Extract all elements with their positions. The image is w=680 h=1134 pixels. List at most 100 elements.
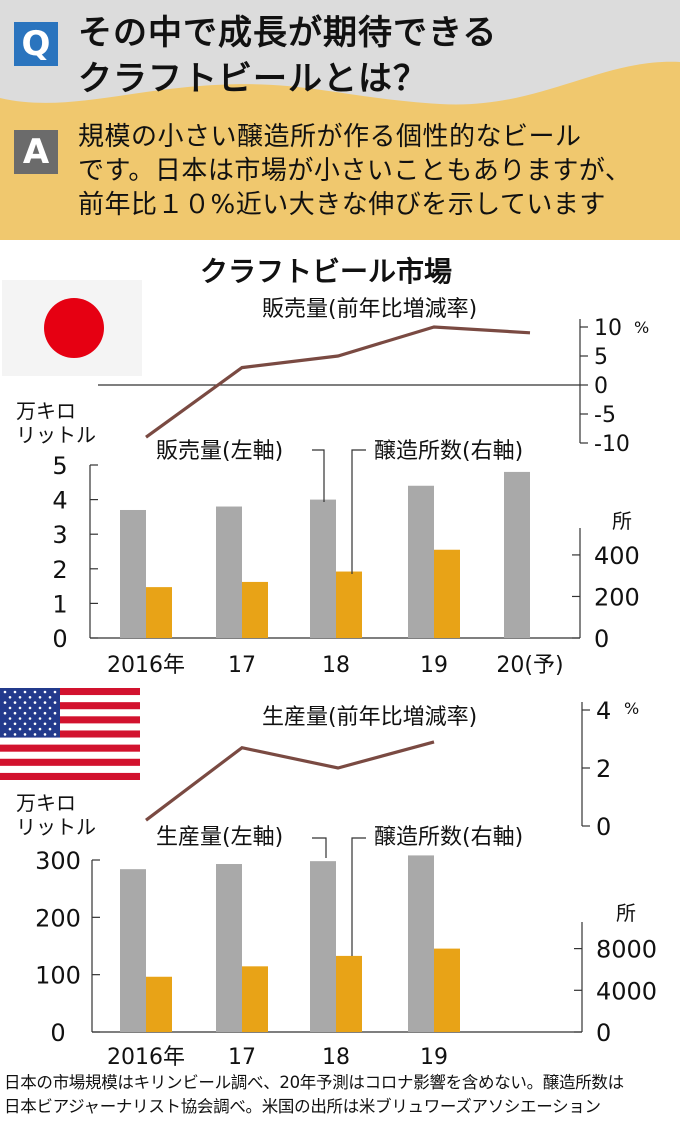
japan-sales-bar <box>408 485 434 638</box>
us-flag-star <box>3 722 7 726</box>
japan-legend-sales: 販売量(左軸) <box>156 439 283 464</box>
us-flag-icon <box>0 688 140 780</box>
us-right-tick-label: 0 <box>596 1019 611 1047</box>
us-flag-stripe <box>0 751 140 760</box>
us-flag-star <box>13 733 17 736</box>
us-flag-stripe <box>0 723 140 731</box>
us-production-bar <box>408 855 434 1032</box>
us-flag-star <box>33 701 37 704</box>
japan-brewery-bar <box>336 571 362 638</box>
japan-left-axis-label: 万キロリットル <box>16 399 96 447</box>
header-wave <box>0 0 680 105</box>
japan-left-tick-label: 1 <box>52 590 67 618</box>
japan-x-label: 17 <box>228 653 256 678</box>
japan-line-tick-label: 0 <box>594 374 608 399</box>
us-flag-star <box>43 711 47 715</box>
qa-header: Q その中で成長が期待できる クラフトビールとは？ A 規模の小さい醸造所が作る… <box>0 0 680 240</box>
japan-left-tick-label: 5 <box>52 452 67 480</box>
us-flag-star <box>18 696 22 699</box>
us-legend-production-leader <box>312 837 327 858</box>
japan-line-tick-label: 5 <box>594 345 608 370</box>
us-flag-star <box>23 733 27 736</box>
us-flag-star <box>28 727 32 731</box>
japan-legend-sales-leader <box>312 449 325 502</box>
q-badge: Q <box>14 22 58 66</box>
us-brewery-bar <box>336 955 362 1032</box>
question-text: その中で成長が期待できる クラフトビールとは？ <box>78 13 498 99</box>
japan-left-tick-label: 3 <box>52 521 67 549</box>
us-flag-star <box>8 706 12 710</box>
us-flag-star <box>8 717 12 720</box>
japan-sales-bar <box>216 506 242 638</box>
us-production-bar <box>216 864 242 1032</box>
japan-right-tick-label: 400 <box>594 542 640 570</box>
japan-brewery-bar <box>242 581 268 638</box>
us-flag-star <box>43 690 47 694</box>
us-flag-star <box>38 706 42 710</box>
us-production-bar <box>120 869 146 1032</box>
us-flag-stripe <box>0 695 140 703</box>
japan-brewery-bar <box>146 587 172 638</box>
us-line-tick-label: 4 <box>596 697 611 725</box>
answer-text: 規模の小さい醸造所が作る個性的なビール です。日本は市場が小さいこともありますが… <box>78 122 632 220</box>
japan-flag-icon <box>2 280 142 376</box>
us-left-tick-label: 300 <box>35 847 81 875</box>
us-flag-star <box>48 727 52 731</box>
japan-x-label: 19 <box>420 653 448 678</box>
us-flag-star <box>33 711 37 715</box>
us-brewery-bar <box>146 976 172 1032</box>
japan-left-tick-label: 0 <box>52 625 67 653</box>
us-flag-star <box>18 717 22 720</box>
us-flag-stripe <box>0 709 140 717</box>
us-line-title: 生産量(前年比増減率) <box>262 705 477 730</box>
us-flag-stripe <box>0 716 140 724</box>
us-x-label: 19 <box>420 1045 448 1070</box>
us-flag-star <box>48 696 52 699</box>
us-flag-star <box>28 717 32 720</box>
charts: 販売量(前年比増減率)1050-5-10%万キロリットル012345所02004… <box>16 297 657 1070</box>
footnote: 日本の市場規模はキリンビール調べ、20年予測はコロナ影響を含めない。醸造所数は … <box>4 1073 624 1116</box>
japan-line-tick-label: 10 <box>594 316 622 341</box>
japan-right-tick-label: 200 <box>594 583 640 611</box>
us-flag-star <box>33 722 37 726</box>
us-flag-star <box>48 706 52 710</box>
us-flag-star <box>13 711 17 715</box>
us-flag-star <box>3 690 7 694</box>
us-flag-star <box>43 722 47 726</box>
us-flag-star <box>53 722 57 726</box>
us-flag-star <box>53 690 57 694</box>
us-flag-star <box>23 711 27 715</box>
a-badge: A <box>14 130 58 174</box>
us-flag-star <box>23 701 27 704</box>
japan-left-tick-label: 2 <box>52 556 67 584</box>
us-flag-stripe <box>0 702 140 710</box>
us-flag-star <box>13 722 17 726</box>
japan-legend-brewery-leader <box>351 449 366 574</box>
japan-sales-bar <box>120 509 146 638</box>
us-right-tick-label: 4000 <box>596 977 657 1005</box>
us-flag-stripe <box>0 730 140 738</box>
us-growth-line <box>145 740 435 822</box>
us-flag-star <box>33 733 37 736</box>
us-flag-star <box>53 711 57 715</box>
us-flag-star <box>23 722 27 726</box>
japan-right-tick-label: 0 <box>594 625 609 653</box>
us-flag-star <box>33 690 37 694</box>
japan-growth-line <box>145 325 531 439</box>
japan-left-tick-label: 4 <box>52 487 67 515</box>
us-production-bar <box>310 861 336 1032</box>
us-flag-star <box>43 733 47 736</box>
us-flag-star <box>23 690 27 694</box>
japan-line-tick-label: -10 <box>594 432 630 457</box>
japan-line-title: 販売量(前年比増減率) <box>262 297 477 322</box>
us-flag-star <box>43 701 47 704</box>
us-flag-star <box>38 727 42 731</box>
us-flag-star <box>3 711 7 715</box>
japan-sales-bar <box>504 471 530 638</box>
us-flag-star <box>3 701 7 704</box>
us-flag-star <box>8 696 12 699</box>
japan-line-unit: % <box>634 318 649 337</box>
japan-right-axis-label: 所 <box>612 509 632 533</box>
us-flag-star <box>13 701 17 704</box>
us-line-unit: % <box>624 699 639 718</box>
